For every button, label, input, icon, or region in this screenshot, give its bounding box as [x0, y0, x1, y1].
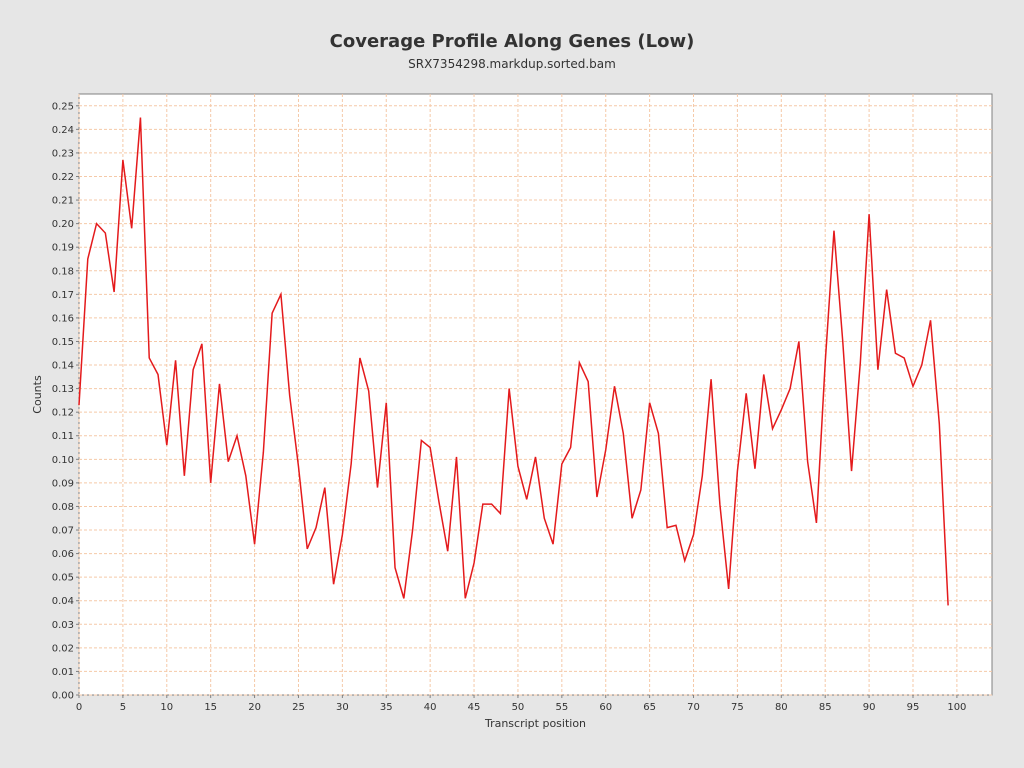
- y-tick-label: 0.04: [52, 596, 74, 607]
- x-tick-label: 50: [512, 702, 525, 713]
- y-tick-label: 0.11: [52, 431, 74, 442]
- y-axis-label: Counts: [31, 375, 44, 414]
- y-tick-label: 0.08: [52, 502, 74, 513]
- x-tick-label: 15: [204, 702, 217, 713]
- x-tick-label: 85: [819, 702, 832, 713]
- y-tick-label: 0.02: [52, 643, 74, 654]
- x-tick-label: 20: [248, 702, 261, 713]
- x-tick-label: 25: [292, 702, 305, 713]
- y-tick-label: 0.22: [52, 172, 74, 183]
- y-tick-label: 0.24: [52, 125, 74, 136]
- x-tick-label: 80: [775, 702, 788, 713]
- x-tick-label: 95: [907, 702, 920, 713]
- y-tick-label: 0.01: [52, 667, 74, 678]
- y-tick-label: 0.10: [52, 455, 74, 466]
- x-tick-label: 60: [599, 702, 612, 713]
- y-tick-label: 0.09: [52, 478, 74, 489]
- axes: [76, 105, 958, 698]
- x-tick-label: 10: [160, 702, 173, 713]
- x-tick-label: 70: [687, 702, 700, 713]
- x-tick-label: 5: [120, 702, 126, 713]
- x-tick-label: 90: [863, 702, 876, 713]
- x-tick-label: 45: [468, 702, 481, 713]
- y-tick-label: 0.14: [52, 361, 74, 372]
- x-tick-label: 100: [947, 702, 966, 713]
- y-tick-label: 0.17: [52, 290, 74, 301]
- y-tick-label: 0.21: [52, 196, 74, 207]
- y-tick-label: 0.19: [52, 243, 74, 254]
- y-tick-label: 0.25: [52, 101, 74, 112]
- y-tick-label: 0.07: [52, 526, 74, 537]
- x-tick-label: 65: [643, 702, 656, 713]
- y-tick-label: 0.13: [52, 384, 74, 395]
- y-tick-label: 0.05: [52, 573, 74, 584]
- y-tick-label: 0.06: [52, 549, 74, 560]
- x-tick-label: 75: [731, 702, 744, 713]
- series-line: [78, 117, 949, 606]
- y-tick-label: 0.12: [52, 408, 74, 419]
- y-tick-label: 0.03: [52, 620, 74, 631]
- y-tick-label: 0.16: [52, 313, 74, 324]
- y-tick-label: 0.00: [52, 691, 74, 702]
- plot-area: [78, 93, 993, 696]
- y-tick-label: 0.23: [52, 148, 74, 159]
- x-tick-label: 30: [336, 702, 349, 713]
- x-tick-label: 0: [76, 702, 82, 713]
- x-axis-label: Transcript position: [484, 717, 586, 730]
- y-tick-label: 0.18: [52, 266, 74, 277]
- chart-title: Coverage Profile Along Genes (Low): [329, 31, 695, 52]
- x-tick-label: 40: [424, 702, 437, 713]
- chart-subtitle: SRX7354298.markdup.sorted.bam: [408, 57, 616, 71]
- x-tick-label: 55: [555, 702, 568, 713]
- y-tick-label: 0.15: [52, 337, 74, 348]
- tick-labels: 0.00 0.01 0.02 0.03 0.04 0.05 0.06 0.07 0.08 0.09…: [52, 101, 967, 713]
- y-tick-label: 0.20: [52, 219, 74, 230]
- x-tick-label: 35: [380, 702, 393, 713]
